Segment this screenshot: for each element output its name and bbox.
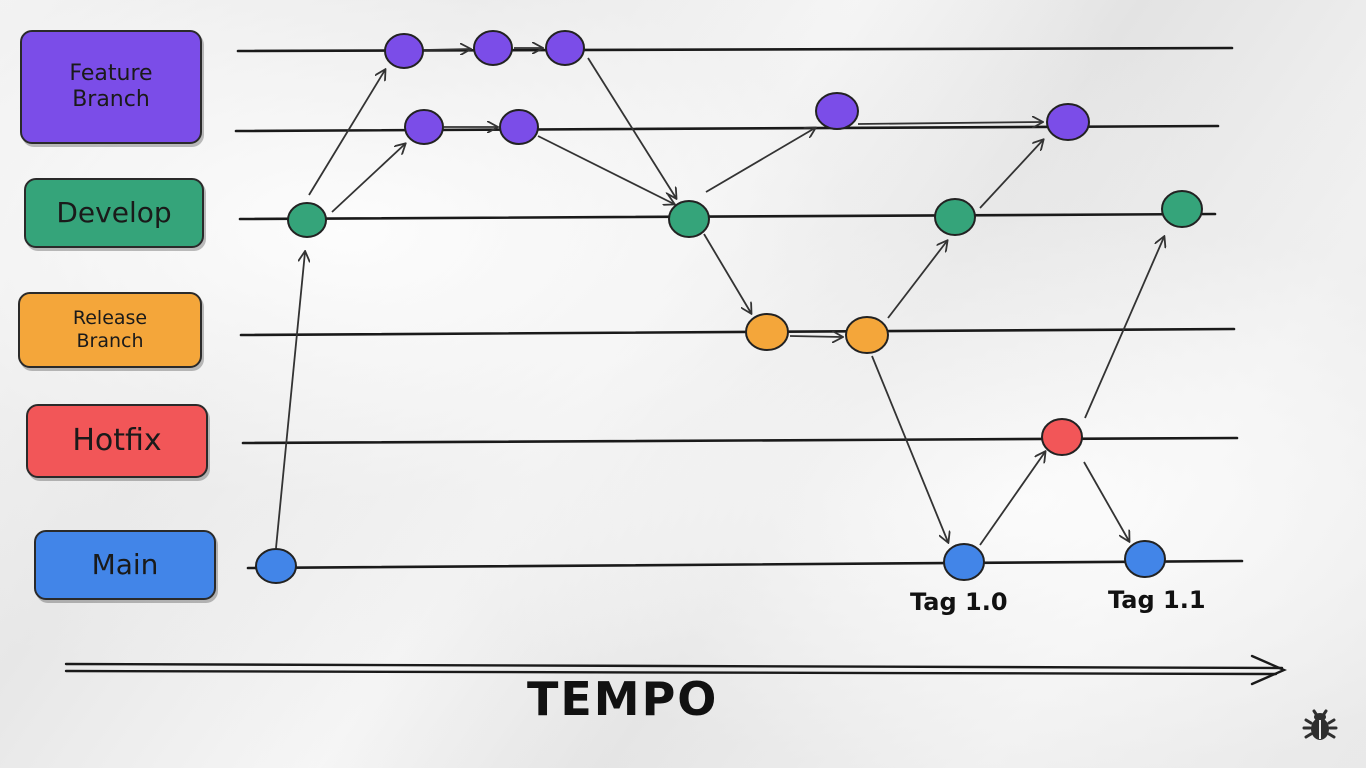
commit-feature1-1 bbox=[384, 33, 424, 69]
arrow-develop-to-feature1 bbox=[308, 70, 385, 196]
arrow-f2-c3-c4 bbox=[857, 122, 1042, 124]
axis-line-2 bbox=[64, 669, 1278, 676]
label-main: Main bbox=[34, 530, 216, 600]
arrow-develop-to-feature2-b bbox=[705, 128, 815, 193]
tag-label-1-0: Tag 1.0 bbox=[910, 588, 1008, 616]
commit-develop-2 bbox=[668, 200, 710, 238]
lane-release bbox=[239, 327, 1236, 337]
arrow-hotfix-to-develop bbox=[1084, 237, 1164, 419]
arrow-main-to-hotfix bbox=[979, 452, 1045, 546]
lane-main bbox=[246, 559, 1244, 570]
commit-release-1 bbox=[745, 313, 789, 351]
arrow-release-to-main bbox=[871, 355, 948, 542]
branch-lanes bbox=[234, 46, 1244, 570]
commit-feature2-1 bbox=[404, 109, 444, 145]
commit-develop-3 bbox=[934, 198, 976, 236]
bug-icon[interactable] bbox=[1300, 704, 1340, 744]
time-axis bbox=[64, 654, 1287, 686]
commits bbox=[255, 30, 1203, 584]
lane-develop bbox=[238, 212, 1217, 221]
arrow-develop-to-release bbox=[703, 233, 751, 313]
tag-label-1-1: Tag 1.1 bbox=[1108, 586, 1206, 614]
label-feature-branch: Feature Branch bbox=[20, 30, 202, 144]
commit-main-3 bbox=[1124, 540, 1166, 578]
commit-hotfix-1 bbox=[1041, 418, 1083, 456]
axis-line-1 bbox=[64, 662, 1284, 670]
arrow-main-to-develop bbox=[275, 252, 305, 549]
label-develop: Develop bbox=[24, 178, 204, 248]
commit-arrows bbox=[275, 48, 1164, 549]
commit-feature1-3 bbox=[545, 30, 585, 66]
commit-feature1-2 bbox=[473, 30, 513, 66]
arrow-hotfix-to-main bbox=[1083, 461, 1129, 541]
arrow-release-to-develop bbox=[887, 241, 947, 319]
commit-feature2-4 bbox=[1046, 103, 1090, 141]
time-axis-label: TEMPO bbox=[527, 672, 719, 726]
arrow-f1-c1-c2 bbox=[423, 49, 470, 50]
commit-main-2 bbox=[943, 543, 985, 581]
arrow-develop-to-feature2-c bbox=[979, 140, 1043, 209]
commit-feature2-2 bbox=[499, 109, 539, 145]
commit-feature2-3 bbox=[815, 92, 859, 130]
commit-develop-4 bbox=[1161, 190, 1203, 228]
axis-arrowhead bbox=[1250, 654, 1287, 686]
commit-main-1 bbox=[255, 548, 297, 584]
lane-hotfix bbox=[241, 436, 1239, 445]
arrow-feature1-to-develop bbox=[587, 57, 676, 198]
arrow-develop-to-feature2 bbox=[331, 144, 405, 213]
arrow-release-c1-c2 bbox=[789, 336, 842, 337]
commit-release-2 bbox=[845, 316, 889, 354]
arrow-feature2-to-develop bbox=[537, 135, 674, 204]
label-hotfix: Hotfix bbox=[26, 404, 208, 478]
label-release-branch: Release Branch bbox=[18, 292, 202, 368]
commit-develop-1 bbox=[287, 202, 327, 238]
